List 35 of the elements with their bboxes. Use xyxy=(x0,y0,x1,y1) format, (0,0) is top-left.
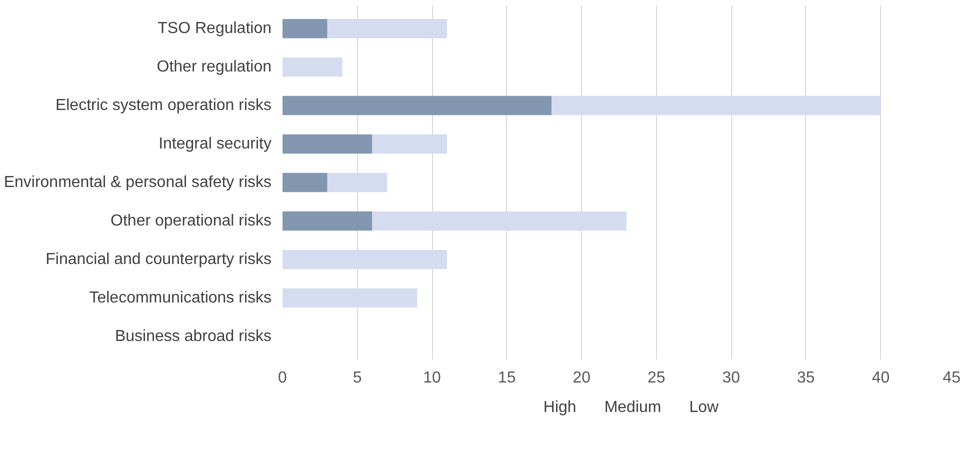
bar xyxy=(282,211,372,231)
text: Low xyxy=(689,398,719,416)
y-tick-label: Other regulation xyxy=(156,58,272,76)
bar xyxy=(552,96,881,116)
x-tick-label: 0 xyxy=(278,370,288,386)
bar xyxy=(282,96,552,116)
bar xyxy=(372,211,626,231)
bar xyxy=(282,57,342,77)
y-tick-label: Other operational risks xyxy=(110,212,272,230)
y-tick-label: Electric system operation risks xyxy=(55,97,272,114)
y-tick-label: Business abroad risks xyxy=(114,328,272,345)
bar xyxy=(372,134,448,154)
x-tick-label: 45 xyxy=(942,370,961,386)
text: Medium xyxy=(604,398,662,416)
x-tick-label: 5 xyxy=(352,370,362,386)
x-tick-label: 35 xyxy=(797,370,815,386)
y-tick-label: Telecommunications risks xyxy=(89,289,272,306)
bar xyxy=(282,134,372,154)
x-tick-label: 25 xyxy=(647,370,666,386)
x-tick-label: 40 xyxy=(872,370,890,386)
bar xyxy=(282,250,448,270)
y-tick-label: Environmental & personal safety risks xyxy=(4,174,272,191)
x-tick-label: 15 xyxy=(498,370,516,386)
bar xyxy=(282,288,418,308)
x-tick-label: 20 xyxy=(572,370,591,386)
bar xyxy=(282,172,328,192)
y-tick-label: TSO Regulation xyxy=(158,20,272,38)
bar xyxy=(282,18,328,38)
bar xyxy=(327,172,388,192)
legend-label: High xyxy=(543,398,576,416)
bar xyxy=(327,18,448,38)
x-tick-label: 30 xyxy=(722,370,740,386)
y-tick-label: Financial and counterparty risks xyxy=(46,250,272,268)
x-tick-label: 10 xyxy=(423,370,442,386)
y-tick-label: Integral security xyxy=(158,136,272,153)
